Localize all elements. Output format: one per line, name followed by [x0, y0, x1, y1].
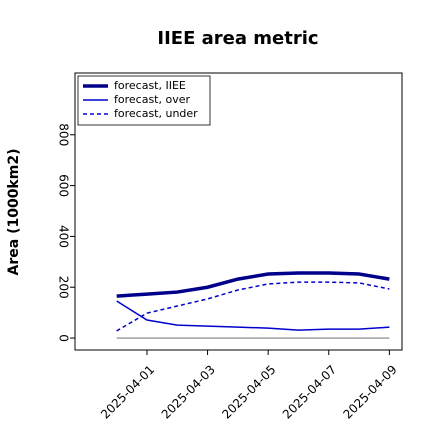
legend-label: forecast, over: [114, 93, 190, 106]
plot-area: [74, 72, 403, 351]
y-tick-label: 0: [57, 334, 71, 342]
x-tick-label: 2025-04-05: [219, 362, 278, 421]
x-tick-label: 2025-04-07: [280, 362, 339, 421]
x-tick-label: 2025-04-09: [340, 362, 399, 421]
y-tick-label: 800: [57, 123, 71, 146]
y-axis-label: Area (1000km2): [6, 149, 22, 276]
x-tick-label: 2025-04-03: [159, 362, 218, 421]
series-line: [116, 300, 390, 331]
y-tick-label: 400: [57, 225, 71, 248]
legend-label: forecast, IIEE: [114, 79, 186, 92]
chart-title: IIEE area metric: [157, 28, 318, 49]
series-line: [116, 281, 390, 332]
x-tick-label: 2025-04-01: [98, 362, 157, 421]
legend-label: forecast, under: [114, 107, 198, 120]
y-tick-label: 200: [57, 276, 71, 299]
y-tick-label: 600: [57, 174, 71, 197]
series-line: [116, 271, 390, 298]
